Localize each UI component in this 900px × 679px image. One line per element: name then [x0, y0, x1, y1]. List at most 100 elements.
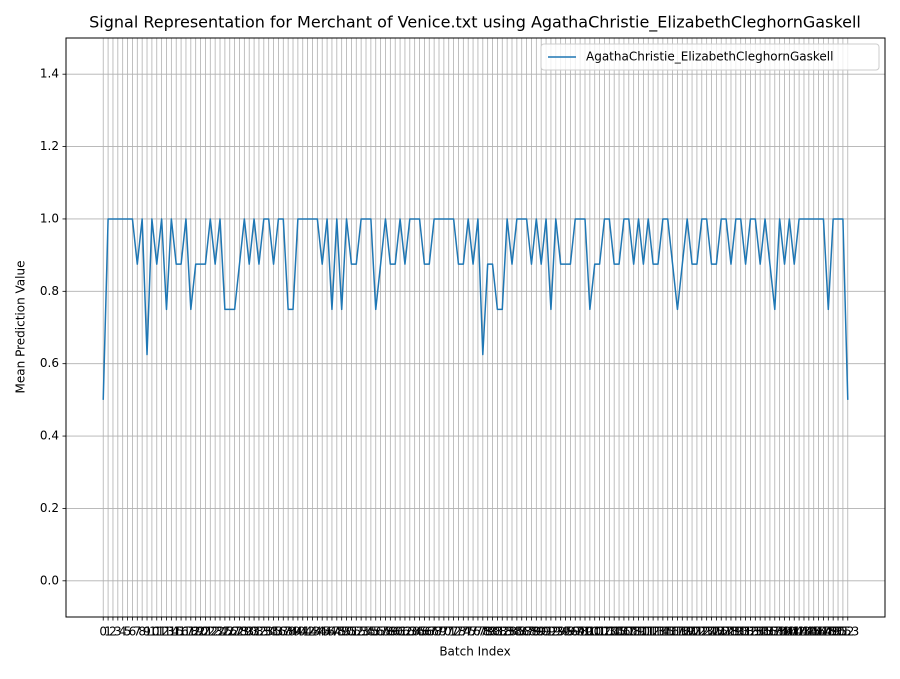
x-tick-label: 76 [465, 625, 480, 639]
x-tick-label: 67 [422, 625, 437, 639]
x-tick-label: 14 [164, 625, 179, 639]
x-tick-label: 34 [261, 625, 276, 639]
legend-box [540, 43, 880, 71]
x-tick-label: 43 [305, 625, 320, 639]
x-tick-label: 8 [138, 625, 146, 639]
x-tick-label: 3 [114, 625, 122, 639]
x-tick-label: 111 [632, 625, 655, 639]
x-tick-label: 32 [251, 625, 266, 639]
x-tick-label: 1 [104, 625, 112, 639]
x-tick-label: 126 [705, 625, 728, 639]
y-tick-label: 0.4 [40, 429, 59, 443]
x-tick-label: 108 [617, 625, 640, 639]
x-axis-label: Batch Index [439, 645, 510, 659]
x-tick-label: 100 [578, 625, 601, 639]
x-tick-label: 77 [470, 625, 485, 639]
x-tick-label: 55 [363, 625, 378, 639]
y-tick-label: 1.0 [40, 211, 59, 225]
x-tick-label: 51 [344, 625, 359, 639]
x-tick-label: 45 [315, 625, 330, 639]
x-tick-label: 96 [563, 625, 578, 639]
x-tick-label: 94 [553, 625, 568, 639]
x-tick-label: 81 [490, 625, 505, 639]
x-tick-label: 28 [232, 625, 247, 639]
x-tick-label: 107 [612, 625, 635, 639]
x-tick-label: 53 [354, 625, 369, 639]
x-tick-label: 64 [407, 625, 422, 639]
x-tick-label: 17 [178, 625, 193, 639]
x-tick-label: 93 [548, 625, 563, 639]
x-tick-label: 44 [310, 625, 325, 639]
x-tick-label: 23 [208, 625, 223, 639]
x-tick-label: 26 [222, 625, 237, 639]
x-tick-label: 142 [783, 625, 806, 639]
grid: 0123456789101112131415161718192021222324… [40, 38, 885, 639]
x-tick-label: 5 [124, 625, 132, 639]
x-tick-label: 118 [666, 625, 689, 639]
x-tick-label: 84 [504, 625, 519, 639]
x-tick-label: 135 [749, 625, 772, 639]
x-tick-label: 113 [642, 625, 665, 639]
x-tick-label: 65 [412, 625, 427, 639]
x-tick-label: 4 [119, 625, 127, 639]
x-tick-label: 114 [647, 625, 670, 639]
x-tick-label: 68 [426, 625, 441, 639]
x-tick-label: 151 [827, 625, 850, 639]
x-tick-label: 131 [729, 625, 752, 639]
x-tick-label: 57 [373, 625, 388, 639]
x-tick-label: 140 [773, 625, 796, 639]
x-tick-label: 90 [534, 625, 549, 639]
x-tick-label: 75 [461, 625, 476, 639]
x-tick-label: 79 [480, 625, 495, 639]
x-tick-label: 71 [441, 625, 456, 639]
x-tick-label: 73 [451, 625, 466, 639]
x-tick-label: 150 [822, 625, 845, 639]
x-tick-label: 74 [456, 625, 471, 639]
x-tick-label: 15 [169, 625, 184, 639]
plot [102, 218, 849, 400]
x-tick-label: 37 [276, 625, 291, 639]
x-tick-label: 125 [700, 625, 723, 639]
x-tick-label: 52 [349, 625, 364, 639]
x-tick-label: 56 [368, 625, 383, 639]
x-tick-label: 7 [133, 625, 141, 639]
x-tick-label: 0 [99, 625, 107, 639]
y-tick-label: 0.0 [40, 573, 59, 587]
x-tick-label: 25 [217, 625, 232, 639]
x-tick-label: 145 [797, 625, 820, 639]
x-tick-label: 50 [339, 625, 354, 639]
x-tick-label: 136 [754, 625, 777, 639]
x-tick-label: 27 [227, 625, 242, 639]
x-tick-label: 62 [397, 625, 412, 639]
x-tick-label: 148 [812, 625, 835, 639]
x-tick-label: 149 [817, 625, 840, 639]
x-tick-label: 152 [831, 625, 854, 639]
x-tick-label: 153 [836, 625, 859, 639]
chart-title: Signal Representation for Merchant of Ve… [89, 13, 861, 33]
x-tick-label: 98 [572, 625, 587, 639]
x-tick-label: 83 [499, 625, 514, 639]
x-tick-label: 59 [383, 625, 398, 639]
x-tick-label: 86 [514, 625, 529, 639]
x-tick-label: 54 [358, 625, 373, 639]
x-tick-label: 6 [129, 625, 137, 639]
x-tick-label: 42 [300, 625, 315, 639]
x-tick-label: 12 [154, 625, 169, 639]
x-tick-label: 91 [538, 625, 553, 639]
x-tick-label: 88 [524, 625, 539, 639]
x-tick-label: 115 [651, 625, 674, 639]
x-tick-label: 80 [485, 625, 500, 639]
x-tick-label: 101 [583, 625, 606, 639]
x-tick-label: 33 [256, 625, 271, 639]
x-tick-label: 87 [519, 625, 534, 639]
legend: AgathaChristie_ElizabethCleghornGaskell [540, 43, 880, 71]
x-tick-label: 13 [159, 625, 174, 639]
x-tick-label: 104 [598, 625, 621, 639]
x-tick-label: 78 [475, 625, 490, 639]
line-series [102, 218, 849, 400]
x-tick-label: 132 [734, 625, 757, 639]
x-tick-label: 129 [720, 625, 743, 639]
x-tick-label: 35 [266, 625, 281, 639]
x-tick-label: 18 [183, 625, 198, 639]
